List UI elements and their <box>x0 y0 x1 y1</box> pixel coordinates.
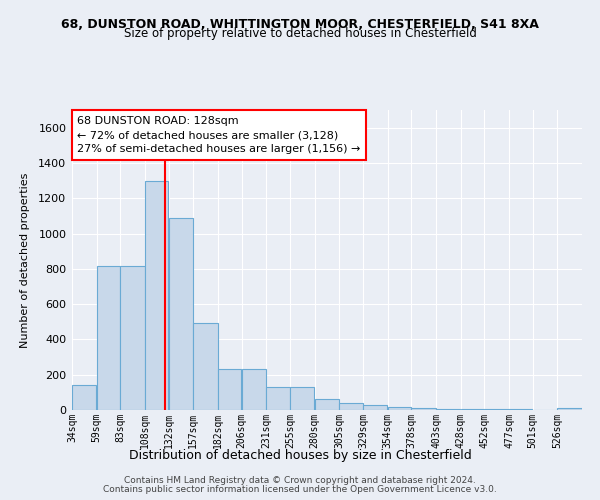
Bar <box>436 408 460 410</box>
Bar <box>340 403 362 410</box>
Bar <box>242 370 266 410</box>
Bar <box>314 398 339 410</box>
Bar <box>363 405 387 410</box>
Text: 68 DUNSTON ROAD: 128sqm
← 72% of detached houses are smaller (3,128)
27% of semi: 68 DUNSTON ROAD: 128sqm ← 72% of detache… <box>77 116 361 154</box>
Bar <box>72 386 96 410</box>
Bar <box>290 387 314 410</box>
Bar <box>388 408 411 410</box>
Y-axis label: Number of detached properties: Number of detached properties <box>20 172 30 348</box>
Text: Size of property relative to detached houses in Chesterfield: Size of property relative to detached ho… <box>124 28 476 40</box>
Text: Distribution of detached houses by size in Chesterfield: Distribution of detached houses by size … <box>128 448 472 462</box>
Bar <box>97 266 120 410</box>
Bar <box>218 370 241 410</box>
Bar <box>121 266 145 410</box>
Bar <box>557 408 581 410</box>
Bar <box>169 218 193 410</box>
Bar <box>193 322 218 410</box>
Text: Contains HM Land Registry data © Crown copyright and database right 2024.: Contains HM Land Registry data © Crown c… <box>124 476 476 485</box>
Bar <box>461 409 484 410</box>
Bar <box>412 408 436 410</box>
Bar <box>145 182 168 410</box>
Text: 68, DUNSTON ROAD, WHITTINGTON MOOR, CHESTERFIELD, S41 8XA: 68, DUNSTON ROAD, WHITTINGTON MOOR, CHES… <box>61 18 539 30</box>
Bar <box>266 387 290 410</box>
Text: Contains public sector information licensed under the Open Government Licence v3: Contains public sector information licen… <box>103 485 497 494</box>
